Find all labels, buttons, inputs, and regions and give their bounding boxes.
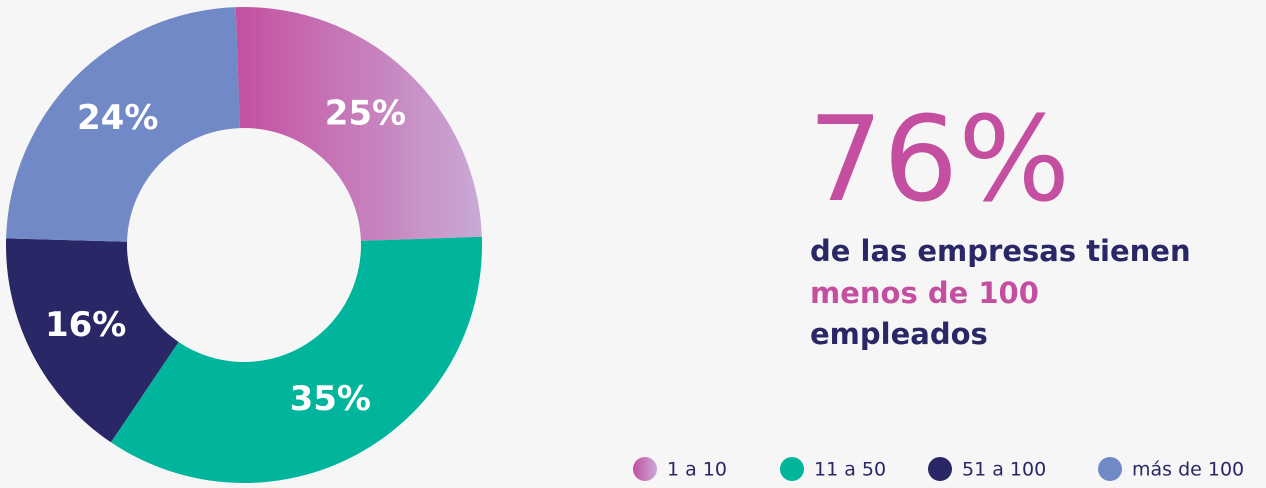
legend-label: 51 a 100 xyxy=(962,459,1046,481)
callout-line: de las empresas tienen xyxy=(810,234,1191,268)
slice-label: 24% xyxy=(77,98,158,138)
slice xyxy=(5,238,179,443)
slice-label: 25% xyxy=(325,93,406,133)
slice-label: 16% xyxy=(45,305,126,345)
slice xyxy=(235,7,482,241)
legend-label: más de 100 xyxy=(1132,459,1244,481)
legend-swatch xyxy=(1098,457,1122,481)
headline: 76% xyxy=(808,90,1070,228)
callout-line: empleados xyxy=(810,317,988,351)
legend-swatch xyxy=(780,457,804,481)
slice xyxy=(6,7,240,242)
callout-line: menos de 100 xyxy=(810,276,1039,310)
legend-label: 11 a 50 xyxy=(814,459,886,481)
legend-swatch xyxy=(928,457,952,481)
legend-label: 1 a 10 xyxy=(667,459,727,481)
slice xyxy=(110,236,483,484)
legend-swatch xyxy=(633,457,657,481)
slice-label: 35% xyxy=(290,379,371,419)
